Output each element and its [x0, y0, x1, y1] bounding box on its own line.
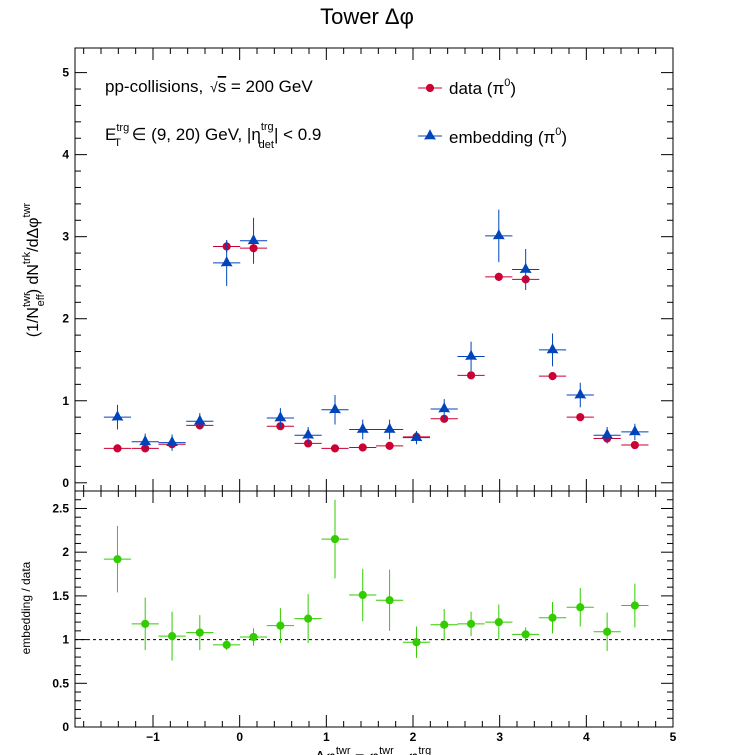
- chart-title: Tower Δφ: [320, 4, 414, 29]
- ratio-point: [330, 534, 340, 544]
- top-plot-frame: [74, 47, 674, 492]
- ratio-point: [167, 631, 177, 641]
- ratio-axes: 0 0.5 1 1.5 2 2.5 −1 0 1 2 3 4 5: [52, 491, 677, 744]
- data-point: [466, 371, 476, 380]
- top-y-tick-label: 2: [62, 312, 69, 326]
- data-point: [113, 444, 122, 453]
- ratio-y-tick-label: 0.5: [52, 676, 69, 690]
- ratio-point: [113, 555, 122, 564]
- data-point: [494, 272, 503, 281]
- data-point: [576, 413, 585, 422]
- ratio-point: [548, 613, 557, 622]
- top-y-tick-label: 0: [62, 476, 69, 490]
- top-y-axis-label: (1/Ntwr eff) dNtrk/dΔφtwr: [21, 202, 47, 337]
- embedding-point: [274, 411, 287, 422]
- legend-label-data: data (π0): [449, 77, 516, 98]
- x-tick-label: 0: [236, 730, 243, 744]
- data-point: [385, 441, 394, 450]
- embedding-point: [519, 262, 532, 273]
- embedding-point: [438, 402, 451, 413]
- data-point: [330, 444, 340, 453]
- ratio-y-tick-label: 1.5: [52, 589, 69, 603]
- top-y-tick-label: 4: [62, 148, 69, 162]
- embedding-point: [410, 430, 423, 442]
- top-y-tick-label: 1: [62, 394, 69, 408]
- embedding-point: [193, 414, 206, 425]
- embedding-point: [628, 425, 641, 436]
- embedding-point: [247, 233, 260, 245]
- ratio-point: [521, 630, 530, 639]
- legend: data (π0) embedding (π0): [418, 77, 567, 147]
- x-tick-label: 3: [496, 730, 503, 744]
- x-tick-label: 1: [323, 730, 330, 744]
- legend-embedding-marker: [418, 129, 442, 140]
- ratio-point: [222, 640, 231, 649]
- annotation-collision: pp-collisions, √s = 200 GeV: [105, 77, 313, 96]
- ratio-point: [304, 614, 313, 623]
- ratio-y-tick-label: 1: [62, 633, 69, 647]
- embedding-point: [356, 422, 369, 433]
- legend-data-circle: [425, 83, 435, 93]
- top-axes: 0 1 2 3 4 5: [62, 48, 674, 491]
- embedding-point: [302, 428, 315, 439]
- ratio-point: [276, 621, 285, 630]
- ratio-y-tick-label: 0: [62, 720, 69, 734]
- data-point: [358, 443, 367, 452]
- annotation-cuts: Etrg T ∈ (9, 20) GeV, |ηtrg det| < 0.9: [105, 121, 321, 151]
- legend-embedding-star: [424, 129, 436, 140]
- embedding-point: [111, 410, 124, 421]
- data-point: [548, 372, 557, 381]
- ratio-point: [141, 619, 150, 628]
- embedding-point: [220, 256, 233, 267]
- embedding-point: [329, 402, 341, 414]
- data-point: [630, 440, 639, 450]
- legend-label-embedding: embedding (π0): [449, 126, 567, 147]
- ratio-y-tick-label: 2.5: [52, 501, 69, 515]
- ratio-point: [576, 603, 585, 612]
- ratio-point: [440, 620, 449, 629]
- ratio-point: [412, 638, 421, 647]
- ratio-y-tick-label: 2: [62, 545, 69, 559]
- ratio-data-layer: [103, 499, 649, 661]
- top-y-tick-label: 3: [62, 230, 69, 244]
- embedding-point: [601, 428, 614, 439]
- embedding-point: [166, 435, 179, 447]
- top-data-layer: [103, 209, 649, 453]
- embedding-point: [383, 422, 396, 433]
- embedding-point: [492, 228, 505, 240]
- ratio-point: [494, 618, 503, 627]
- x-tick-label: 2: [410, 730, 417, 744]
- x-tick-label: −1: [146, 730, 160, 744]
- x-axis-label: Δφtwr = φtwr - φtrg: [315, 745, 431, 755]
- ratio-point: [385, 596, 394, 605]
- x-tick-label: 5: [670, 730, 677, 744]
- ratio-point: [249, 632, 258, 642]
- ratio-plot-frame: [74, 490, 674, 728]
- series-embedding: [103, 209, 649, 451]
- x-tick-label: 4: [583, 730, 590, 744]
- embedding-point: [139, 434, 152, 446]
- series-data: [103, 240, 649, 453]
- ratio-y-axis-label: embedding / data: [19, 561, 33, 654]
- top-y-tick-label: 5: [62, 66, 69, 80]
- ratio-point: [195, 628, 204, 637]
- embedding-point: [465, 349, 478, 360]
- ratio-point: [466, 619, 476, 628]
- legend-data-marker: [418, 83, 442, 93]
- embedding-point: [546, 343, 559, 354]
- ratio-point: [358, 590, 367, 600]
- ratio-point: [630, 601, 639, 610]
- ratio-point: [603, 627, 612, 636]
- embedding-point: [574, 388, 587, 399]
